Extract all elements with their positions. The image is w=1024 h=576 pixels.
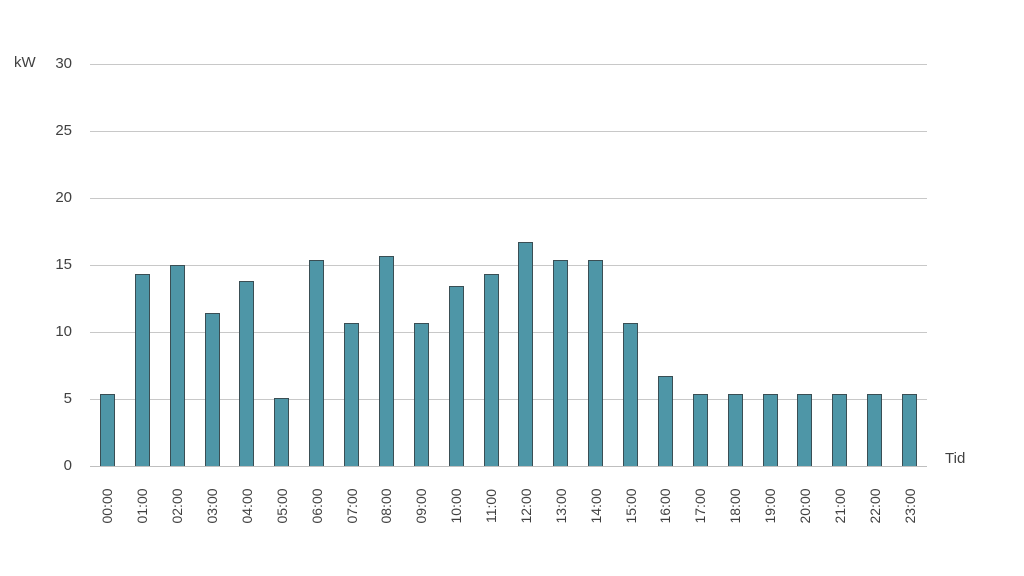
bar-01:00: [134, 274, 150, 466]
bar-23:00: [902, 393, 918, 466]
gridline: [90, 197, 927, 199]
bar-06:00: [309, 259, 325, 466]
x-tick-label: 05:00: [273, 488, 290, 524]
bar-10:00: [448, 286, 464, 466]
bar-14:00: [588, 259, 604, 466]
bar-07:00: [344, 322, 360, 466]
y-tick-label: 0: [63, 457, 72, 474]
plot-area: [90, 63, 927, 467]
x-tick-label: 23:00: [901, 488, 918, 524]
gridline: [90, 264, 927, 266]
y-tick-label: 5: [63, 390, 72, 407]
bar-05:00: [274, 397, 290, 466]
x-tick-label: 01:00: [134, 488, 151, 524]
x-tick-label: 20:00: [796, 488, 813, 524]
x-tick-label: 16:00: [657, 488, 674, 524]
bar-08:00: [378, 255, 394, 466]
x-tick-label: 03:00: [204, 488, 221, 524]
bar-09:00: [413, 322, 429, 466]
gridline: [90, 63, 927, 65]
bar-00:00: [99, 393, 115, 466]
bar-12:00: [518, 242, 534, 466]
bar-02:00: [169, 265, 185, 466]
x-tick-label: 02:00: [169, 488, 186, 524]
x-tick-label: 07:00: [343, 488, 360, 524]
bar-16:00: [657, 376, 673, 466]
bar-22:00: [867, 393, 883, 466]
y-tick-label: 10: [55, 323, 72, 340]
x-tick-label: 00:00: [99, 488, 116, 524]
bar-20:00: [797, 393, 813, 466]
x-tick-label: 08:00: [378, 488, 395, 524]
y-tick-label: 25: [55, 122, 72, 139]
y-tick-label: 30: [55, 55, 72, 72]
x-tick-label: 10:00: [448, 488, 465, 524]
x-tick-label: 04:00: [238, 488, 255, 524]
x-tick-label: 17:00: [692, 488, 709, 524]
x-tick-label: 09:00: [413, 488, 430, 524]
x-tick-label: 22:00: [866, 488, 883, 524]
x-tick-label: 19:00: [762, 488, 779, 524]
bar-19:00: [762, 393, 778, 466]
x-tick-label: 11:00: [483, 489, 500, 523]
bar-03:00: [204, 313, 220, 466]
y-tick-label: 15: [55, 256, 72, 273]
bar-13:00: [553, 259, 569, 466]
gridline: [90, 331, 927, 333]
bar-04:00: [239, 281, 255, 466]
x-axis-line: [90, 465, 927, 467]
y-axis-unit-label: kW: [14, 54, 36, 71]
x-axis-title: Tid: [945, 450, 966, 467]
x-tick-label: 06:00: [308, 488, 325, 524]
x-tick-label: 14:00: [587, 488, 604, 524]
gridline: [90, 130, 927, 132]
bar-18:00: [727, 393, 743, 466]
x-tick-label: 13:00: [552, 488, 569, 524]
x-tick-label: 12:00: [517, 488, 534, 524]
bar-15:00: [623, 322, 639, 466]
bar-21:00: [832, 393, 848, 466]
x-tick-label: 18:00: [727, 488, 744, 524]
x-tick-label: 21:00: [831, 488, 848, 524]
y-tick-label: 20: [55, 189, 72, 206]
x-tick-label: 15:00: [622, 488, 639, 524]
bar-11:00: [483, 274, 499, 466]
gridline: [90, 398, 927, 400]
bar-17:00: [692, 393, 708, 466]
